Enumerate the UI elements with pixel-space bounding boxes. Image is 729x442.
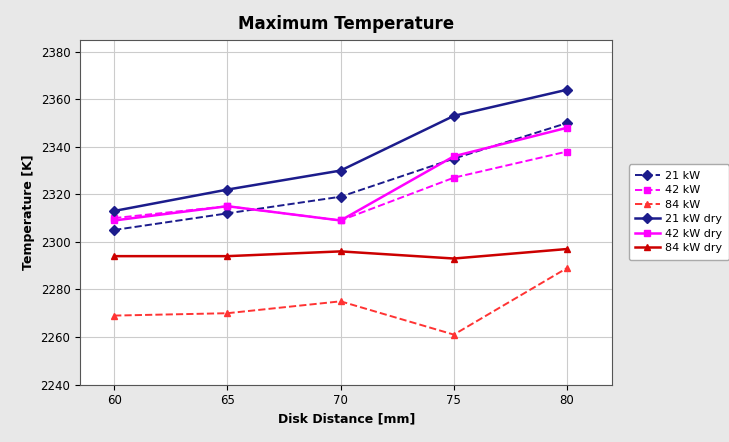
21 kW bbox=[110, 227, 119, 232]
84 kW dry bbox=[110, 254, 119, 259]
84 kW dry bbox=[336, 249, 345, 254]
Legend: 21 kW, 42 kW, 84 kW, 21 kW dry, 42 kW dry, 84 kW dry: 21 kW, 42 kW, 84 kW, 21 kW dry, 42 kW dr… bbox=[628, 164, 729, 260]
21 kW dry bbox=[336, 168, 345, 173]
21 kW dry bbox=[110, 208, 119, 213]
Title: Maximum Temperature: Maximum Temperature bbox=[238, 15, 454, 33]
42 kW bbox=[223, 204, 232, 209]
42 kW dry bbox=[450, 154, 459, 159]
Line: 84 kW dry: 84 kW dry bbox=[111, 246, 571, 262]
42 kW dry bbox=[223, 204, 232, 209]
42 kW dry bbox=[110, 218, 119, 223]
42 kW bbox=[563, 149, 572, 154]
Line: 42 kW dry: 42 kW dry bbox=[111, 124, 571, 224]
42 kW bbox=[450, 175, 459, 180]
42 kW dry bbox=[563, 125, 572, 130]
X-axis label: Disk Distance [mm]: Disk Distance [mm] bbox=[278, 413, 415, 426]
84 kW dry bbox=[223, 254, 232, 259]
84 kW bbox=[110, 313, 119, 318]
84 kW bbox=[336, 299, 345, 304]
Y-axis label: Temperature [K]: Temperature [K] bbox=[22, 154, 35, 270]
21 kW bbox=[450, 156, 459, 161]
21 kW bbox=[336, 194, 345, 199]
84 kW dry bbox=[450, 256, 459, 261]
84 kW bbox=[223, 311, 232, 316]
21 kW dry bbox=[223, 187, 232, 192]
Line: 21 kW dry: 21 kW dry bbox=[111, 86, 571, 214]
21 kW dry bbox=[563, 87, 572, 92]
84 kW dry bbox=[563, 246, 572, 251]
84 kW bbox=[450, 332, 459, 337]
Line: 84 kW: 84 kW bbox=[111, 265, 571, 338]
21 kW bbox=[563, 120, 572, 126]
42 kW dry bbox=[336, 218, 345, 223]
21 kW bbox=[223, 211, 232, 216]
21 kW dry bbox=[450, 113, 459, 118]
84 kW bbox=[563, 265, 572, 271]
Line: 21 kW: 21 kW bbox=[111, 119, 571, 233]
Line: 42 kW: 42 kW bbox=[111, 148, 571, 224]
42 kW bbox=[336, 218, 345, 223]
42 kW bbox=[110, 215, 119, 221]
